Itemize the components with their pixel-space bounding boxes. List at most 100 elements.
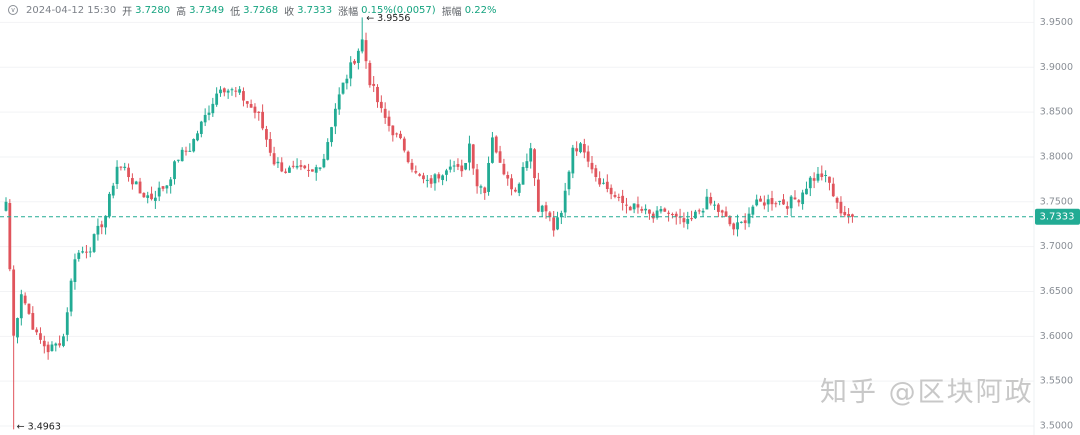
candle-body xyxy=(226,90,230,93)
candle-body xyxy=(265,129,268,140)
candle-body xyxy=(728,216,732,225)
candle-body xyxy=(138,181,142,194)
candle-body xyxy=(636,204,640,208)
candle-body xyxy=(188,150,192,152)
candle-body xyxy=(594,168,598,178)
candle-body xyxy=(42,340,46,347)
candle-body xyxy=(483,187,487,194)
candle-body xyxy=(85,251,88,253)
change-value: 0.15%(0.0057) xyxy=(361,4,436,16)
candle-body xyxy=(770,198,774,205)
candle-body xyxy=(709,197,713,204)
current-price-label: 3.7333 xyxy=(1040,211,1075,222)
candle-body xyxy=(793,197,797,200)
y-tick-label: 3.8500 xyxy=(1040,107,1073,118)
candle-body xyxy=(655,210,659,218)
candle-body xyxy=(169,179,173,186)
candle-body xyxy=(150,193,153,200)
candle-body xyxy=(839,201,843,214)
candle-body xyxy=(801,192,805,205)
candle-body xyxy=(441,175,445,181)
candle-body xyxy=(559,212,563,217)
candle-body xyxy=(640,208,644,211)
candle-body xyxy=(694,211,697,219)
candle-body xyxy=(448,166,452,170)
candle-body xyxy=(422,175,425,180)
candle-body xyxy=(782,199,785,205)
high-label: 高 xyxy=(176,6,187,18)
chart-grid xyxy=(0,21,1034,427)
candle-body xyxy=(851,214,854,217)
candle-body xyxy=(299,165,303,167)
candle-body xyxy=(284,171,287,173)
candle-body xyxy=(579,143,582,153)
candle-body xyxy=(586,151,590,162)
candle-body xyxy=(276,161,280,164)
candle-body xyxy=(590,162,594,170)
candle-body xyxy=(716,204,720,212)
candle-body xyxy=(395,133,399,135)
candle-body xyxy=(356,50,360,63)
candle-body xyxy=(88,251,92,253)
candle-body xyxy=(621,195,625,203)
candle-body xyxy=(410,162,414,170)
candle-body xyxy=(671,213,674,215)
candle-body xyxy=(751,206,755,215)
candle-body xyxy=(153,197,157,201)
candle-body xyxy=(211,103,215,114)
candle-body xyxy=(314,167,318,173)
candle-body xyxy=(705,196,709,210)
candle-body xyxy=(487,162,490,192)
candle-body xyxy=(659,209,663,212)
candle-body xyxy=(663,208,667,212)
candle-body xyxy=(785,206,789,209)
candle-body xyxy=(739,221,743,223)
y-tick-label: 3.9000 xyxy=(1040,62,1073,73)
candle-body xyxy=(58,343,62,346)
candle-body xyxy=(360,39,364,52)
candle-body xyxy=(805,188,808,195)
candle-body xyxy=(161,186,165,189)
candle-body xyxy=(464,163,467,170)
candle-body xyxy=(73,259,77,282)
candle-body xyxy=(272,153,276,165)
candle-body xyxy=(69,280,73,312)
y-tick-label: 3.5000 xyxy=(1040,421,1073,432)
candle-body xyxy=(19,294,23,319)
candle-body xyxy=(797,200,801,203)
candle-body xyxy=(199,121,203,134)
candle-body xyxy=(425,179,429,181)
candle-body xyxy=(104,215,107,228)
candle-body xyxy=(598,178,602,185)
candle-body xyxy=(176,159,180,161)
max-price-annotation: ← 3.9556 xyxy=(366,13,410,24)
candle-body xyxy=(517,183,521,193)
candle-body xyxy=(307,169,310,171)
candle-body xyxy=(720,210,724,213)
candle-body xyxy=(27,303,31,314)
candle-body xyxy=(491,137,494,163)
candle-body xyxy=(820,173,824,177)
candle-body xyxy=(747,213,751,224)
candle-body xyxy=(525,161,529,168)
candle-body xyxy=(713,204,716,206)
candle-body xyxy=(452,165,456,167)
candle-body xyxy=(77,252,81,259)
candle-body xyxy=(130,178,134,185)
candle-body xyxy=(65,312,69,335)
candle-body xyxy=(203,114,207,123)
candle-body xyxy=(119,166,123,168)
candle-body xyxy=(674,213,678,217)
candle-body xyxy=(23,295,27,304)
collapse-chevron-icon[interactable]: ∨ xyxy=(8,5,18,15)
amplitude-value: 0.22% xyxy=(464,4,497,16)
candle-body xyxy=(180,149,184,162)
min-price-annotation: ← 3.4963 xyxy=(17,422,61,433)
candle-body xyxy=(690,218,693,220)
candle-body xyxy=(142,192,146,198)
candle-body xyxy=(816,173,820,181)
candle-body xyxy=(456,164,460,167)
price-axis: 3.9500 3.9000 3.8500 3.8000 3.7500 3.7000 3.65… xyxy=(1040,17,1073,432)
candle-body xyxy=(54,343,58,346)
